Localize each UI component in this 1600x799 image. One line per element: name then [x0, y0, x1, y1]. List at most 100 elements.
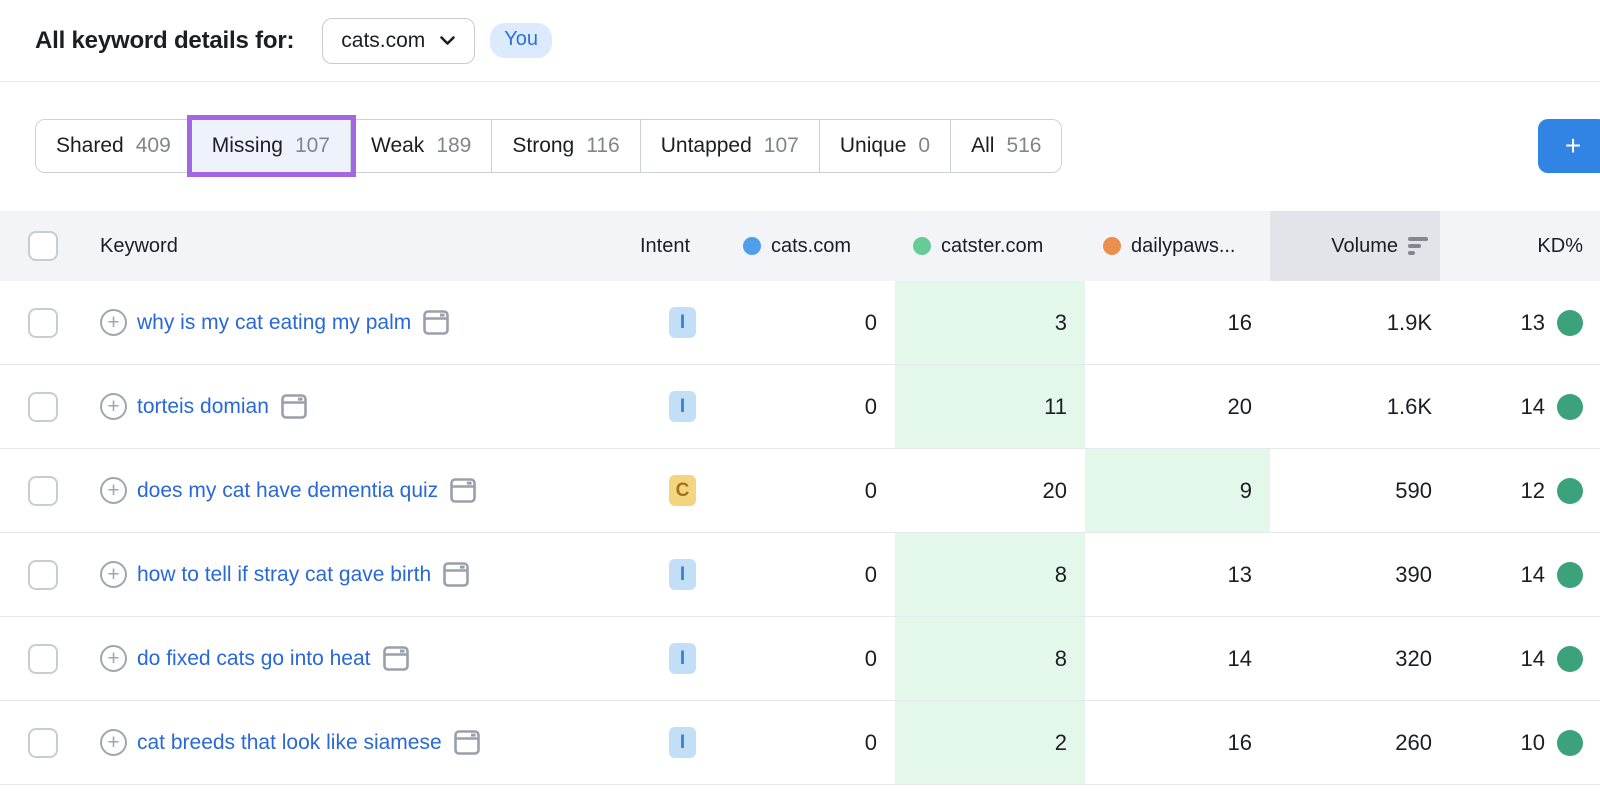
- page-title: All keyword details for:: [35, 26, 295, 54]
- volume-column-label: Volume: [1331, 234, 1398, 257]
- kd-value: 10: [1520, 729, 1545, 755]
- serp-features-icon: [281, 394, 307, 419]
- kd-cell: 12: [1440, 449, 1600, 532]
- column-header-cats[interactable]: cats.com: [725, 211, 895, 281]
- table-body: + why is my cat eating my palm I 0 3 16 …: [0, 281, 1600, 785]
- column-header-dailypaws[interactable]: dailypaws...: [1085, 211, 1270, 281]
- tab-strong[interactable]: Strong 116: [492, 120, 641, 172]
- keyword-cell: + why is my cat eating my palm: [100, 281, 640, 364]
- row-select-cell: [0, 281, 100, 364]
- catster-position: 20: [1042, 477, 1067, 503]
- tab-weak[interactable]: Weak 189: [351, 120, 493, 172]
- tab-label: Shared: [56, 134, 124, 157]
- add-keyword-icon[interactable]: +: [100, 645, 127, 672]
- tab-unique[interactable]: Unique 0: [819, 120, 952, 172]
- row-select-cell: [0, 617, 100, 700]
- intent-cell: C: [640, 449, 725, 532]
- serp-features-icon: [443, 562, 469, 587]
- keyword-cell: + how to tell if stray cat gave birth: [100, 533, 640, 616]
- volume-value: 1.6K: [1386, 393, 1432, 419]
- tab-label: Unique: [839, 134, 907, 157]
- dailypaws-column-label: dailypaws...: [1131, 234, 1236, 257]
- tab-all[interactable]: All 516: [951, 120, 1062, 172]
- volume-value: 1.9K: [1386, 309, 1432, 335]
- dailypaws-position: 16: [1227, 309, 1252, 335]
- keyword-link[interactable]: does my cat have dementia quiz: [137, 478, 439, 502]
- table-row: + cat breeds that look like siamese I 0 …: [0, 701, 1600, 785]
- table-row: + does my cat have dementia quiz C 0 20 …: [0, 449, 1600, 533]
- row-checkbox[interactable]: [28, 475, 58, 506]
- table-row: + torteis domian I 0 11 20 1.6K 14: [0, 365, 1600, 449]
- filter-tabs-section: Shared 409 Missing 107 Weak 189 Strong 1…: [35, 115, 1600, 177]
- column-header-keyword[interactable]: Keyword: [100, 234, 178, 257]
- kd-difficulty-dot-icon: [1557, 645, 1583, 672]
- row-checkbox[interactable]: [28, 559, 58, 590]
- add-keyword-icon[interactable]: +: [100, 477, 127, 504]
- keyword-link[interactable]: cat breeds that look like siamese: [137, 730, 442, 754]
- tab-count: 107: [294, 134, 330, 157]
- intent-cell: I: [640, 365, 725, 448]
- cats-position: 0: [864, 645, 877, 671]
- add-keyword-icon[interactable]: +: [100, 393, 127, 420]
- row-checkbox[interactable]: [28, 727, 58, 758]
- row-checkbox[interactable]: [28, 643, 58, 674]
- add-button[interactable]: +: [1538, 119, 1600, 173]
- kd-value: 14: [1520, 645, 1545, 671]
- tab-count: 0: [918, 134, 931, 157]
- catster-position: 8: [895, 533, 1085, 616]
- row-checkbox[interactable]: [28, 391, 58, 422]
- table-header: Keyword Intent cats.com catster.com dail…: [0, 211, 1600, 281]
- intent-badge: I: [669, 391, 696, 422]
- intent-cell: I: [640, 281, 725, 364]
- cats-position: 0: [864, 561, 877, 587]
- keyword-link[interactable]: how to tell if stray cat gave birth: [137, 562, 432, 586]
- keyword-cell: + cat breeds that look like siamese: [100, 701, 640, 784]
- column-header-kd[interactable]: KD%: [1537, 234, 1583, 257]
- catster-column-label: catster.com: [941, 234, 1044, 257]
- tab-label: Missing: [211, 134, 283, 157]
- dailypaws-position: 13: [1227, 561, 1252, 587]
- tab-count: 409: [135, 134, 171, 157]
- row-select-cell: [0, 701, 100, 784]
- keyword-cell: + do fixed cats go into heat: [100, 617, 640, 700]
- select-all-checkbox[interactable]: [28, 231, 58, 261]
- serp-features-icon: [450, 478, 476, 503]
- column-header-catster[interactable]: catster.com: [895, 211, 1085, 281]
- kd-difficulty-dot-icon: [1557, 561, 1583, 588]
- tab-missing[interactable]: Missing 107: [186, 115, 357, 177]
- cats-position: 0: [864, 309, 877, 335]
- column-header-intent[interactable]: Intent: [640, 234, 691, 257]
- tab-label: Weak: [371, 134, 425, 157]
- chevron-down-icon: [440, 36, 456, 45]
- keyword-link[interactable]: why is my cat eating my palm: [137, 310, 412, 334]
- dailypaws-position: 16: [1227, 729, 1252, 755]
- domain-selector-value: cats.com: [341, 28, 426, 52]
- cats-column-label: cats.com: [771, 234, 852, 257]
- catster-position: 2: [895, 701, 1085, 784]
- dailypaws-position: 20: [1227, 393, 1252, 419]
- kd-value: 14: [1520, 393, 1545, 419]
- intent-cell: I: [640, 533, 725, 616]
- keyword-cell: + does my cat have dementia quiz: [100, 449, 640, 532]
- row-checkbox[interactable]: [28, 307, 58, 338]
- kd-value: 14: [1520, 561, 1545, 587]
- kd-difficulty-dot-icon: [1557, 309, 1583, 336]
- intent-badge: I: [669, 643, 696, 674]
- add-keyword-icon[interactable]: +: [100, 729, 127, 756]
- volume-value: 260: [1395, 729, 1432, 755]
- kd-cell: 14: [1440, 365, 1600, 448]
- table-row: + how to tell if stray cat gave birth I …: [0, 533, 1600, 617]
- keyword-link[interactable]: do fixed cats go into heat: [137, 646, 371, 670]
- tab-untapped[interactable]: Untapped 107: [640, 120, 820, 172]
- select-all-cell: [0, 211, 100, 281]
- add-keyword-icon[interactable]: +: [100, 309, 127, 336]
- add-keyword-icon[interactable]: +: [100, 561, 127, 588]
- column-header-volume[interactable]: Volume: [1270, 211, 1440, 281]
- keyword-link[interactable]: torteis domian: [137, 394, 269, 418]
- tab-label: Untapped: [660, 134, 752, 157]
- domain-selector[interactable]: cats.com: [322, 17, 476, 64]
- catster-position: 8: [895, 617, 1085, 700]
- keywords-table: Keyword Intent cats.com catster.com dail…: [0, 211, 1600, 785]
- tab-shared[interactable]: Shared 409: [36, 120, 192, 172]
- dailypaws-legend-dot-icon: [1103, 237, 1121, 255]
